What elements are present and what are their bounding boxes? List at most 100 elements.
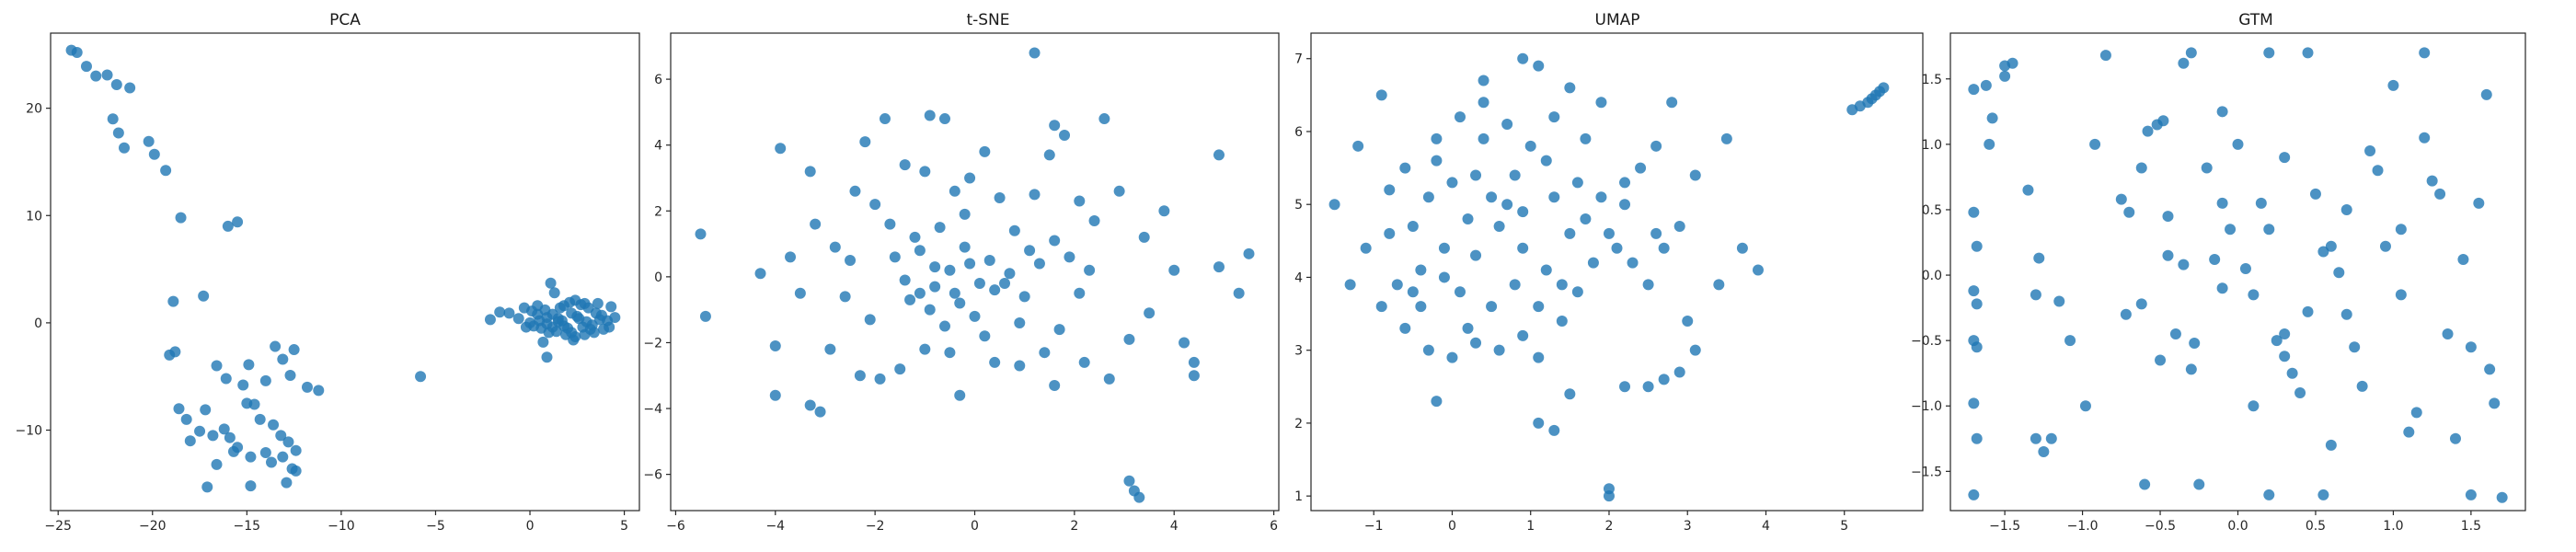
data-point bbox=[969, 310, 981, 322]
data-point bbox=[198, 290, 210, 302]
data-point bbox=[1968, 285, 1980, 297]
data-point bbox=[1971, 298, 1983, 310]
data-point bbox=[101, 69, 113, 81]
data-point bbox=[2325, 439, 2337, 451]
data-point bbox=[794, 287, 806, 299]
data-point bbox=[524, 316, 536, 328]
data-point bbox=[1713, 279, 1725, 291]
data-point bbox=[1179, 337, 1190, 349]
y-tick-label: −0.5 bbox=[1911, 334, 1942, 349]
data-point bbox=[2178, 57, 2190, 69]
data-point bbox=[2449, 432, 2461, 444]
data-point bbox=[169, 346, 181, 358]
y-tick-label: 1.5 bbox=[1922, 73, 1942, 87]
data-point bbox=[218, 423, 230, 435]
data-point bbox=[143, 135, 155, 147]
data-point bbox=[2209, 253, 2221, 265]
data-point bbox=[914, 245, 926, 257]
data-point bbox=[2169, 328, 2181, 340]
data-point bbox=[2465, 489, 2477, 500]
data-point bbox=[548, 287, 560, 299]
data-point bbox=[1548, 111, 1560, 123]
data-point bbox=[2022, 184, 2034, 196]
y-tick-label: 6 bbox=[654, 73, 662, 87]
data-point bbox=[2379, 240, 2391, 252]
data-point bbox=[1352, 140, 1364, 152]
data-point bbox=[2030, 289, 2041, 301]
data-point bbox=[1587, 257, 1599, 269]
data-point bbox=[2419, 47, 2431, 59]
data-point bbox=[2185, 47, 2197, 59]
data-point bbox=[884, 218, 896, 230]
data-point bbox=[1571, 286, 1583, 298]
data-point bbox=[1344, 279, 1356, 291]
data-point bbox=[288, 344, 300, 356]
y-tick-label: 3 bbox=[1294, 344, 1303, 359]
data-point bbox=[2239, 262, 2251, 274]
data-point bbox=[914, 287, 926, 299]
data-point bbox=[1478, 132, 1489, 144]
data-point bbox=[2317, 489, 2329, 500]
data-point bbox=[1188, 370, 1200, 382]
data-point bbox=[1533, 60, 1545, 72]
data-point bbox=[949, 287, 960, 299]
data-point bbox=[2135, 298, 2147, 310]
data-point bbox=[2279, 351, 2291, 362]
data-point bbox=[804, 399, 816, 411]
y-tick-label: 6 bbox=[1294, 125, 1303, 140]
data-point bbox=[1968, 84, 1980, 96]
chart-title: GTM bbox=[2238, 11, 2273, 29]
chart-title: UMAP bbox=[1595, 11, 1640, 29]
data-point bbox=[245, 480, 257, 492]
data-point bbox=[2135, 162, 2147, 174]
data-point bbox=[556, 315, 568, 327]
data-point bbox=[1509, 169, 1521, 181]
data-point bbox=[2120, 308, 2132, 320]
y-tick-label: 0 bbox=[654, 270, 662, 285]
data-point bbox=[1144, 307, 1156, 319]
data-point bbox=[1517, 206, 1529, 218]
data-point bbox=[537, 336, 549, 348]
data-point bbox=[1415, 264, 1427, 276]
data-point bbox=[2099, 50, 2111, 62]
data-point bbox=[1024, 245, 1036, 257]
x-tick-label: 0 bbox=[526, 519, 535, 534]
data-point bbox=[2216, 197, 2228, 209]
data-point bbox=[1548, 424, 1560, 436]
data-point bbox=[1486, 191, 1498, 203]
data-point bbox=[2064, 335, 2076, 347]
x-tick-label: −20 bbox=[139, 519, 167, 534]
data-point bbox=[979, 145, 991, 157]
data-point bbox=[2216, 282, 2228, 294]
data-point bbox=[254, 413, 266, 425]
x-tick-label: 5 bbox=[1840, 519, 1848, 534]
data-point bbox=[983, 254, 995, 266]
data-point bbox=[1517, 329, 1529, 341]
data-point bbox=[2189, 337, 2201, 349]
data-point bbox=[2007, 57, 2018, 69]
data-point bbox=[1971, 432, 1983, 444]
data-point bbox=[1029, 189, 1041, 201]
data-point bbox=[2349, 341, 2361, 353]
data-point bbox=[2263, 224, 2275, 236]
data-point bbox=[1517, 242, 1529, 254]
x-tick-label: 6 bbox=[1270, 519, 1278, 534]
data-point bbox=[699, 310, 711, 322]
data-point bbox=[1878, 82, 1890, 94]
data-point bbox=[1533, 301, 1545, 313]
data-point bbox=[859, 136, 871, 148]
data-point bbox=[1375, 89, 1387, 101]
data-point bbox=[211, 360, 223, 372]
data-point bbox=[2157, 115, 2169, 127]
x-tick-label: −1.0 bbox=[2067, 519, 2099, 534]
data-point bbox=[227, 445, 239, 457]
data-point bbox=[248, 398, 260, 410]
data-point bbox=[259, 447, 271, 459]
x-tick-label: 0.0 bbox=[2227, 519, 2248, 534]
data-point bbox=[1493, 220, 1505, 232]
data-point bbox=[277, 353, 289, 365]
panel-pca: PCA −25 −20 −15 −10 −5 0 5 −10 0 10 20 bbox=[15, 11, 640, 534]
data-point bbox=[494, 306, 506, 318]
data-point bbox=[2263, 47, 2275, 59]
data-point bbox=[889, 251, 901, 263]
